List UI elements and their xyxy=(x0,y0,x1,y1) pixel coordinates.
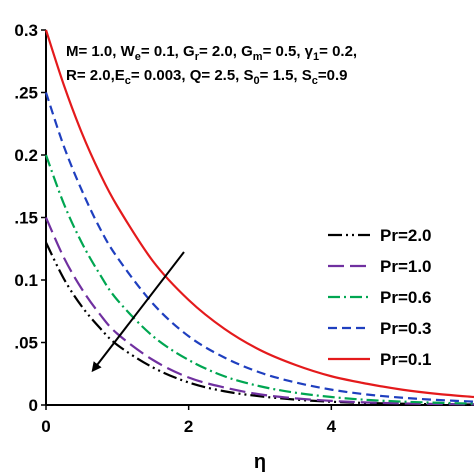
y-tick-label: 0.2 xyxy=(14,146,38,165)
series-line-pr-0-6 xyxy=(44,154,474,405)
parameter-annotation: M= 1.0, We= 0.1, Gr= 2.0, Gm= 0.5, γ1= 0… xyxy=(66,43,357,87)
legend-label-pr-0-3: Pr=0.3 xyxy=(380,319,432,338)
x-axis-label: η xyxy=(254,451,266,473)
x-tick-label: 0 xyxy=(41,417,50,436)
series-line-pr-0-3 xyxy=(44,92,474,403)
series-layer xyxy=(44,29,474,406)
parameter-line-1: M= 1.0, We= 0.1, Gr= 2.0, Gm= 0.5, γ1= 0… xyxy=(66,43,357,63)
trend-arrow xyxy=(91,251,185,373)
y-tick-label: .05 xyxy=(14,334,38,353)
y-tick-label: .15 xyxy=(14,209,38,228)
series-line-pr-1-0 xyxy=(44,217,474,406)
legend-label-pr-2-0: Pr=2.0 xyxy=(380,226,432,245)
y-tick-label: 0.3 xyxy=(14,21,38,40)
y-tick-label: 0.1 xyxy=(14,271,38,290)
annotation-layer xyxy=(91,251,185,373)
x-tick-label: 4 xyxy=(327,417,337,436)
legend-label-pr-0-6: Pr=0.6 xyxy=(380,288,432,307)
series-line-pr-2-0 xyxy=(45,242,474,406)
series-line-pr-0-1 xyxy=(44,29,474,399)
legend-label-pr-1-0: Pr=1.0 xyxy=(380,257,432,276)
legend-label-pr-0-1: Pr=0.1 xyxy=(380,350,432,369)
y-tick-label: .25 xyxy=(14,84,38,103)
x-tick-label: 2 xyxy=(184,417,193,436)
y-tick-label: 0 xyxy=(29,396,38,415)
axes: 0 .05 0.1 .15 0.2 .25 0.3 0 2 4 xyxy=(14,21,474,436)
legend: Pr=2.0 Pr=1.0 Pr=0.6 Pr=0.3 Pr=0.1 xyxy=(328,226,432,369)
parameter-line-2: R= 2.0,Ec= 0.003, Q= 2.5, S0= 1.5, Sc=0.… xyxy=(66,67,348,87)
